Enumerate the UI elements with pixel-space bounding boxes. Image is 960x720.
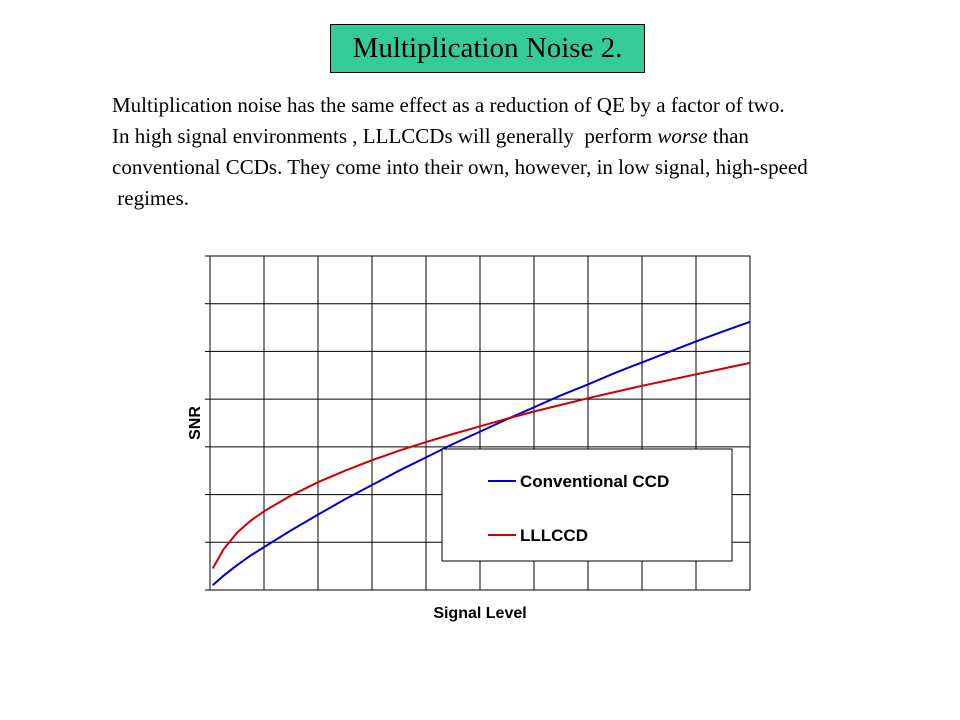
paragraph-line-2-end: than xyxy=(707,124,749,148)
paragraph-line-2-start: In high signal environments , LLLCCDs wi… xyxy=(112,124,658,148)
paragraph-line-4: regimes. xyxy=(112,186,189,210)
slide-paragraph: Multiplication noise has the same effect… xyxy=(112,90,932,214)
paragraph-line-1: Multiplication noise has the same effect… xyxy=(112,93,785,117)
y-axis-ticks xyxy=(205,255,210,591)
emphasis-worse: worse xyxy=(657,124,708,148)
legend-label-lllccd: LLLCCD xyxy=(520,526,588,545)
legend-box xyxy=(441,448,733,562)
conventional-ccd-line xyxy=(212,320,751,586)
legend-label-conventional-ccd: Conventional CCD xyxy=(520,472,669,491)
chart-legend: Conventional CCD LLLCCD xyxy=(441,448,733,562)
y-axis-label: SNR xyxy=(187,406,204,440)
paragraph-line-3: conventional CCDs. They come into their … xyxy=(112,155,808,179)
paragraph-line-2: In high signal environments , LLLCCDs wi… xyxy=(112,121,932,152)
x-axis-label: Signal Level xyxy=(433,605,526,622)
slide-title: Multiplication Noise 2. xyxy=(330,24,645,73)
lllccd-line xyxy=(211,361,751,569)
plot-frame xyxy=(209,255,751,591)
chart-series xyxy=(211,320,751,586)
